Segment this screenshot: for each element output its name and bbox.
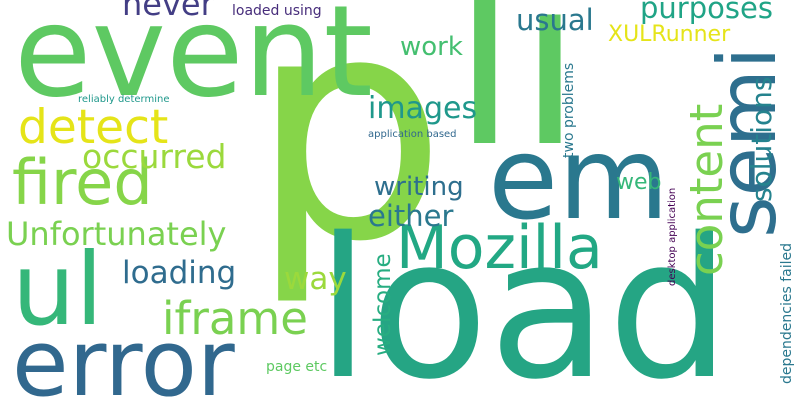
word-li: li bbox=[452, 0, 583, 199]
word-dependencies-failed: dependencies failed bbox=[779, 243, 795, 384]
word-loading: loading bbox=[122, 255, 237, 291]
word-writing: writing bbox=[374, 172, 464, 202]
word-images: images bbox=[368, 91, 478, 126]
word-work: work bbox=[400, 32, 463, 62]
word-way: way bbox=[284, 261, 347, 297]
word-xulrunner: XULRunner bbox=[608, 22, 731, 47]
word-load: load bbox=[316, 196, 731, 400]
word-em: em bbox=[488, 112, 670, 245]
word-ul: ul bbox=[12, 231, 104, 348]
word-content: content bbox=[680, 103, 733, 276]
word-p: p bbox=[250, 0, 447, 310]
word-occurred: occurred bbox=[82, 137, 227, 176]
word-application-based: application based bbox=[368, 129, 457, 140]
word-desktop-application: desktop application bbox=[667, 187, 678, 286]
word-iframe: iframe bbox=[162, 292, 308, 345]
word-loaded-using: loaded using bbox=[232, 3, 322, 19]
word-detect: detect bbox=[18, 100, 169, 155]
word-two-problems: two problems bbox=[561, 62, 577, 158]
word-error: error bbox=[12, 310, 235, 400]
word-event: event bbox=[14, 0, 373, 125]
word-never: never bbox=[122, 0, 214, 23]
word-mozilla: Mozilla bbox=[396, 213, 603, 283]
word-solutions: solutions bbox=[745, 76, 778, 202]
word-page-etc: page etc bbox=[266, 359, 328, 375]
word-welcome: welcome bbox=[370, 253, 396, 356]
word-usual: usual bbox=[516, 3, 594, 37]
word-fired: fired bbox=[12, 146, 153, 219]
word-purposes: purposes bbox=[640, 0, 773, 25]
word-either: either bbox=[368, 199, 454, 233]
word-unfortunately: Unfortunately bbox=[6, 215, 227, 253]
word-reliably-determine: reliably determine bbox=[78, 94, 170, 105]
word-web: web bbox=[616, 170, 662, 195]
